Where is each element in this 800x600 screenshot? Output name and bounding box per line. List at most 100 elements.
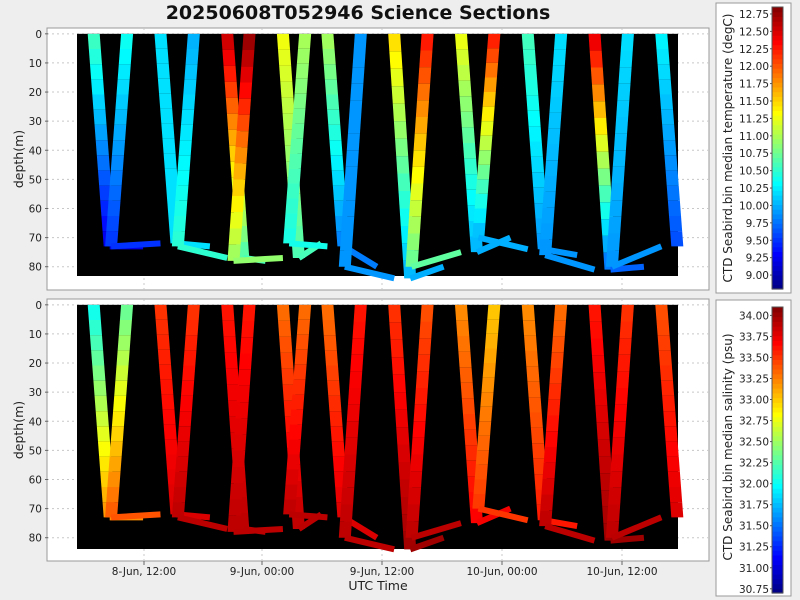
colorbar-segment (772, 270, 783, 276)
profile-segment (222, 320, 236, 337)
colorbar-segment (772, 35, 783, 41)
profile-segment (117, 335, 131, 351)
profile-segment (344, 437, 358, 455)
profile-segment (338, 521, 352, 538)
profile-segment (670, 502, 684, 518)
profile-segment (328, 124, 342, 141)
profile-segment (590, 338, 604, 356)
bottom-track (610, 243, 663, 270)
profile-segment (527, 381, 541, 398)
colorbar-segment (772, 502, 783, 508)
profile-segment (288, 153, 303, 169)
salinity-panel: 0 10 20 30 40 50 60 70 80 depth(m) 34.00 33.75 33.… (11, 298, 792, 597)
profile-segment (107, 200, 121, 216)
profile-segment (618, 338, 632, 355)
profile-segment (341, 216, 355, 234)
profile-segment (480, 121, 494, 136)
colorbar-segment (772, 321, 783, 327)
profile-segment (184, 64, 198, 80)
colorbar-segment (772, 407, 783, 413)
bottom-track (233, 525, 284, 535)
profile-segment (611, 166, 625, 184)
profile-segment (110, 426, 124, 442)
profile-segment (236, 385, 250, 403)
profile-segment (159, 93, 173, 109)
profile-segment (482, 363, 496, 378)
profile-segment (413, 404, 427, 422)
profile-segment (236, 114, 250, 132)
profile-segment (530, 427, 545, 444)
profile-segment (178, 140, 192, 156)
bottom-track (544, 523, 596, 544)
profile-segment (610, 454, 624, 472)
colorbar-tick-label: 10.75 (739, 148, 769, 160)
profile-segment (116, 79, 130, 95)
profile-segment (349, 371, 363, 388)
profile-segment (155, 48, 169, 64)
profile-segment (481, 106, 495, 122)
profile-segment (595, 405, 609, 423)
profile-segment (474, 193, 488, 209)
colorbar-tick-label: 34.00 (739, 310, 769, 322)
profile-segment (548, 112, 562, 129)
profile-segment (659, 94, 674, 110)
profile-segment (472, 223, 486, 238)
profile-segment (175, 185, 189, 201)
profile-segment (162, 138, 176, 154)
profile-segment (389, 51, 403, 69)
profile-segment (111, 411, 126, 427)
profile-segment (108, 185, 122, 201)
profile-segment (390, 339, 404, 358)
profile-segment (343, 183, 357, 201)
depth-tick-label: 20 (29, 87, 42, 99)
profile-segment (607, 233, 621, 251)
profile-segment (541, 478, 555, 495)
colorbar-segment (772, 511, 783, 518)
profile-segment (407, 487, 422, 505)
profile-cast (539, 304, 596, 544)
profile-segment (114, 380, 128, 396)
profile-segment (553, 304, 568, 321)
profile-segment (607, 504, 621, 522)
profile-segment (295, 63, 309, 79)
profile-segment (389, 322, 403, 340)
profile-segment (95, 140, 109, 156)
profile-segment (234, 147, 248, 164)
profile-segment (457, 65, 471, 81)
profile-segment (413, 133, 427, 151)
colorbar-segment (772, 435, 783, 442)
profile-segment (117, 64, 131, 80)
colorbar-segment (772, 101, 783, 107)
colorbar-segment (772, 578, 783, 585)
profile-segment (327, 109, 341, 125)
colorbar-segment (772, 11, 783, 17)
profile-segment (553, 33, 568, 50)
profile-segment (657, 335, 671, 351)
profile-segment (229, 212, 243, 229)
profile-segment (242, 33, 256, 51)
profile-segment (284, 213, 298, 229)
colorbar-segment (772, 251, 783, 257)
profile-segment (343, 454, 357, 472)
profile-cast (388, 33, 445, 282)
colorbar-segment (772, 260, 783, 267)
profile-segment (161, 123, 175, 139)
profile-segment (174, 200, 188, 216)
profile-segment (617, 83, 631, 101)
colorbar-segment (772, 232, 783, 238)
profile-segment (350, 354, 364, 372)
profile-segment (611, 437, 625, 455)
colorbar-segment (772, 185, 783, 191)
colorbar-segment (772, 115, 783, 121)
profile-cast (454, 33, 512, 255)
profile-segment (598, 185, 612, 203)
colorbar-tick-label: 11.75 (739, 79, 769, 91)
colorbar-segment (772, 426, 783, 432)
profile-segment (487, 33, 501, 49)
profile-segment (532, 172, 546, 188)
colorbar-segment (772, 242, 783, 248)
colorbar-tick-label: 10.50 (739, 166, 769, 178)
profile-segment (331, 441, 345, 457)
profile-segment (410, 454, 424, 472)
profile-segment (473, 208, 487, 224)
